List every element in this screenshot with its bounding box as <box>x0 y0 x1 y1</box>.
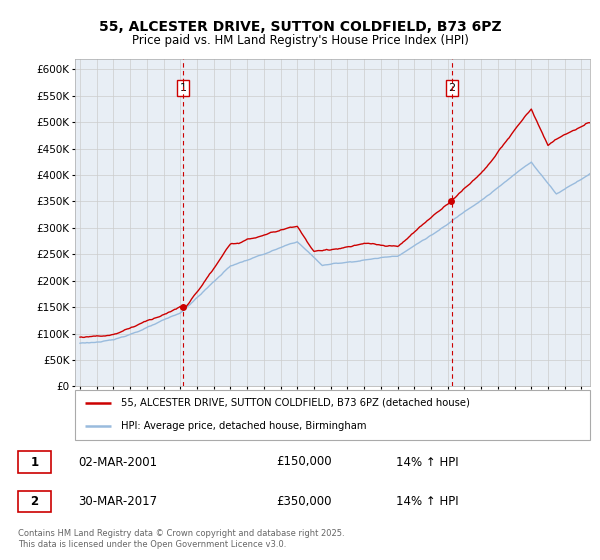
Text: 55, ALCESTER DRIVE, SUTTON COLDFIELD, B73 6PZ: 55, ALCESTER DRIVE, SUTTON COLDFIELD, B7… <box>98 20 502 34</box>
Text: Contains HM Land Registry data © Crown copyright and database right 2025.
This d: Contains HM Land Registry data © Crown c… <box>18 529 344 549</box>
Text: 1: 1 <box>179 83 187 93</box>
Text: 30-MAR-2017: 30-MAR-2017 <box>78 494 157 508</box>
Text: HPI: Average price, detached house, Birmingham: HPI: Average price, detached house, Birm… <box>121 421 367 431</box>
Text: 2: 2 <box>31 494 38 508</box>
Text: 1: 1 <box>31 455 38 469</box>
Text: 14% ↑ HPI: 14% ↑ HPI <box>396 494 458 508</box>
Text: 02-MAR-2001: 02-MAR-2001 <box>78 455 157 469</box>
Text: 2: 2 <box>448 83 455 93</box>
Text: 14% ↑ HPI: 14% ↑ HPI <box>396 455 458 469</box>
Text: £150,000: £150,000 <box>276 455 332 469</box>
Text: £350,000: £350,000 <box>276 494 331 508</box>
Text: 55, ALCESTER DRIVE, SUTTON COLDFIELD, B73 6PZ (detached house): 55, ALCESTER DRIVE, SUTTON COLDFIELD, B7… <box>121 398 470 408</box>
Text: Price paid vs. HM Land Registry's House Price Index (HPI): Price paid vs. HM Land Registry's House … <box>131 34 469 46</box>
FancyBboxPatch shape <box>75 390 590 440</box>
